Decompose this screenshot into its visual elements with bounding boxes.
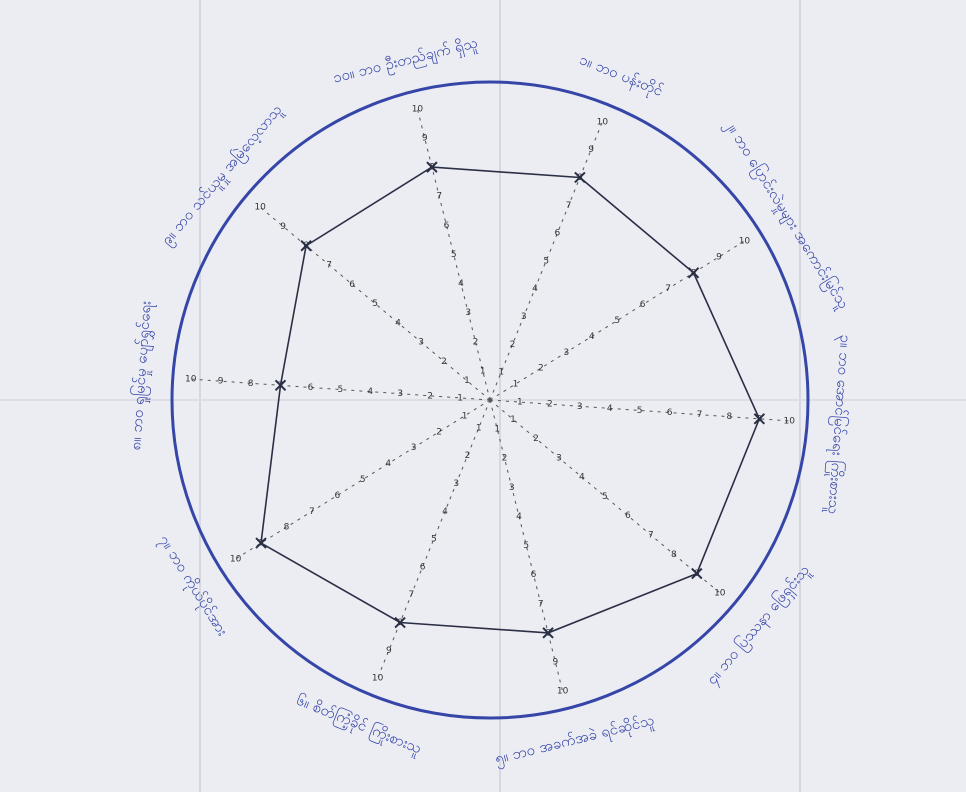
tick-label: 10 — [412, 104, 424, 114]
tick-label: 3 — [411, 443, 417, 453]
tick-label: 10 — [557, 687, 569, 697]
tick-label: 4 — [458, 279, 464, 289]
tick-label: 9 — [386, 646, 392, 656]
tick-label: 4 — [385, 459, 391, 469]
tick-label: 6 — [667, 408, 673, 418]
tick-label: 3 — [509, 483, 515, 493]
tick-label: 2 — [436, 427, 442, 437]
tick-label: 2 — [510, 340, 516, 350]
tick-label: 7 — [326, 261, 332, 271]
tick-label: 7 — [408, 590, 414, 600]
tick-label: 1 — [480, 366, 486, 376]
tick-label: 4 — [395, 318, 401, 328]
tick-label: 3 — [556, 453, 562, 463]
tick-label: 10 — [739, 237, 751, 247]
tick-label: 2 — [473, 337, 479, 347]
tick-label: 5 — [637, 406, 643, 416]
tick-label: 2 — [547, 400, 553, 410]
tick-label: 6 — [625, 511, 631, 521]
tick-label: 3 — [465, 308, 471, 318]
tick-label: 1 — [464, 376, 470, 386]
tick-label: 2 — [502, 454, 508, 464]
tick-label: 3 — [521, 312, 527, 322]
tick-label: 1 — [494, 425, 500, 435]
tick-label: 4 — [589, 332, 595, 342]
tick-label: 5 — [602, 492, 608, 502]
tick-label: 10 — [714, 588, 726, 598]
tick-label: 9 — [552, 657, 558, 667]
tick-label: 5 — [372, 299, 378, 309]
tick-label: 10 — [784, 416, 796, 426]
tick-label: 7 — [436, 192, 442, 202]
tick-label: 3 — [397, 389, 403, 399]
tick-label: 1 — [498, 368, 504, 378]
tick-label: 6 — [308, 383, 314, 393]
tick-label: 4 — [532, 284, 538, 294]
tick-label: 1 — [457, 393, 463, 403]
tick-label: 4 — [579, 473, 585, 483]
tick-label: 1 — [462, 411, 468, 421]
tick-label: 4 — [607, 404, 613, 414]
tick-label: 9 — [218, 377, 224, 387]
chart: 12345678910၁။ ဘဝ ပန်းတိုင်12345678910၂။ … — [0, 0, 966, 792]
tick-label: 5 — [543, 256, 549, 266]
tick-label: 1 — [476, 423, 482, 433]
tick-label: 5 — [431, 535, 437, 545]
tick-label: 7 — [665, 284, 671, 294]
tick-label: 8 — [284, 523, 290, 533]
tick-label: 4 — [442, 507, 448, 517]
tick-label: 1 — [517, 398, 523, 408]
tick-label: 4 — [367, 387, 373, 397]
tick-label: 1 — [510, 415, 516, 425]
tick-label: 10 — [185, 375, 197, 385]
tick-label: 9 — [716, 252, 722, 262]
tick-label: 8 — [727, 412, 733, 422]
tick-label: 5 — [337, 385, 343, 395]
tick-label: 2 — [427, 391, 433, 401]
tick-label: 8 — [671, 550, 677, 560]
tick-label: 2 — [533, 434, 539, 444]
tick-label: 2 — [465, 451, 471, 461]
tick-label: 6 — [349, 280, 355, 290]
tick-label: 9 — [280, 222, 286, 232]
tick-label: 2 — [538, 364, 544, 374]
tick-label: 5 — [523, 541, 529, 551]
tick-label: 5 — [360, 475, 366, 485]
tick-label: 9 — [422, 134, 428, 144]
tick-label: 10 — [230, 554, 242, 564]
tick-label: 7 — [538, 599, 544, 609]
tick-label: 3 — [563, 348, 569, 358]
tick-label: 7 — [566, 201, 572, 211]
tick-label: 3 — [577, 402, 583, 412]
tick-label: 10 — [254, 203, 266, 213]
tick-label: 5 — [614, 316, 620, 326]
tick-label: 6 — [420, 562, 426, 572]
tick-label: 6 — [640, 300, 646, 310]
tick-label: 7 — [648, 530, 654, 540]
tick-label: 3 — [453, 479, 459, 489]
tick-label: 7 — [697, 410, 703, 420]
tick-label: 5 — [451, 250, 457, 260]
tick-label: 8 — [248, 379, 254, 389]
tick-label: 6 — [334, 491, 340, 501]
tick-label: 2 — [441, 357, 447, 367]
tick-label: 4 — [516, 512, 522, 522]
tick-label: 10 — [597, 117, 609, 127]
tick-label: 6 — [444, 221, 450, 231]
tick-label: 6 — [555, 229, 561, 239]
tick-label: 10 — [372, 674, 384, 684]
tick-label: 9 — [588, 145, 594, 155]
tick-label: 6 — [531, 570, 537, 580]
tick-label: 7 — [309, 507, 315, 517]
page: 12345678910၁။ ဘဝ ပန်းတိုင်12345678910၂။ … — [0, 0, 966, 792]
tick-label: 1 — [513, 380, 519, 390]
tick-label: 3 — [418, 338, 424, 348]
